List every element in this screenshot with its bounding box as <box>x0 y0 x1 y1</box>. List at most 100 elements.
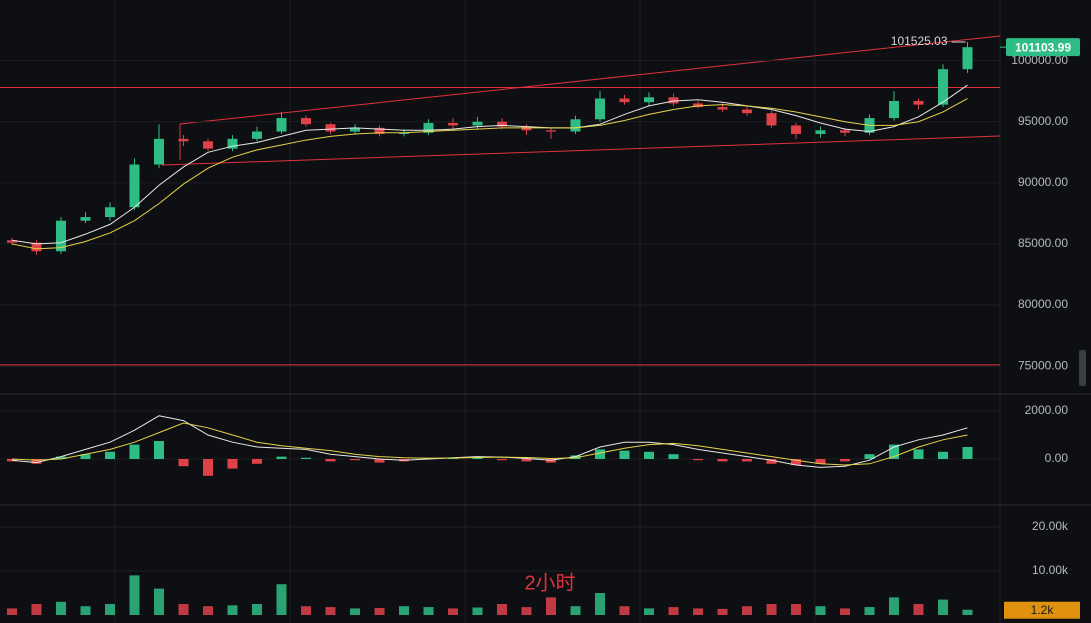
candle-body <box>913 100 924 105</box>
candle-body <box>840 130 850 133</box>
volume-bar <box>815 606 826 615</box>
volume-bar <box>644 608 654 615</box>
volume-bar <box>129 575 140 615</box>
macd-bar <box>31 458 42 464</box>
volume-bar <box>227 605 238 615</box>
volume-bar <box>374 607 385 615</box>
candle-body <box>252 131 262 139</box>
macd-bar <box>276 456 287 459</box>
candle-body <box>374 127 385 134</box>
candle-body <box>276 118 287 132</box>
candle-body <box>31 242 42 252</box>
candle-body <box>7 240 17 243</box>
macd-bar <box>766 458 777 464</box>
volume-bar <box>31 604 42 615</box>
volume-bar <box>913 604 924 615</box>
volume-bar <box>717 608 728 615</box>
volume-bar <box>105 604 115 615</box>
price-tag-label: 101103.99 <box>1015 40 1071 54</box>
indicator-line <box>11 84 968 245</box>
candle-body <box>668 97 679 104</box>
trend-line <box>179 35 1001 125</box>
macd-bar <box>791 458 801 465</box>
macd-bar <box>864 454 875 459</box>
candle-body <box>497 121 507 127</box>
macd-bar <box>742 458 752 462</box>
volume-bar <box>178 604 189 615</box>
macd-bar <box>227 458 238 469</box>
volume-bar <box>595 593 605 615</box>
macd-bar <box>80 454 91 459</box>
vertical-grid <box>114 0 816 623</box>
volume-tag <box>1004 601 1080 619</box>
y-tick-label: 10.00k <box>1032 563 1069 577</box>
macd-bar <box>178 458 189 467</box>
volume-bar <box>497 604 507 615</box>
scroll-handle[interactable] <box>1079 350 1086 386</box>
volume-bar <box>301 606 311 615</box>
macd-bar <box>129 444 140 459</box>
trend-line <box>161 135 1001 166</box>
candle-body <box>423 122 434 133</box>
volume-bar <box>448 608 458 615</box>
candle-body <box>129 164 140 208</box>
candle-body <box>717 107 728 110</box>
candle-body <box>938 69 948 105</box>
high-marker-label: 101525.03 <box>891 34 948 48</box>
candle-body <box>227 138 238 149</box>
macd-bar <box>546 458 556 463</box>
macd-bar <box>889 444 899 459</box>
candle-body <box>301 118 311 125</box>
volume-bar <box>56 601 66 615</box>
macd-bar <box>962 447 973 459</box>
macd-bar <box>154 441 164 459</box>
macd-bar <box>938 451 948 459</box>
y-tick-label: 100000.00 <box>1011 53 1068 67</box>
candle-body <box>56 220 66 252</box>
macd-bar <box>56 456 66 459</box>
macd-bar <box>203 458 213 476</box>
candle-body <box>80 217 91 221</box>
y-tick-label: 90000.00 <box>1018 175 1068 189</box>
macd-bar <box>840 458 850 462</box>
volume-bar <box>154 588 164 615</box>
candle-body <box>595 98 605 120</box>
macd-bar <box>325 458 336 462</box>
volume-bar <box>252 604 262 615</box>
y-tick-label: 85000.00 <box>1018 236 1068 250</box>
price-tag <box>1006 38 1080 57</box>
macd-bar <box>252 458 262 464</box>
candle-body <box>350 127 360 132</box>
macd-bar <box>693 458 703 461</box>
y-tick-label: 80000.00 <box>1018 297 1068 311</box>
volume-bar <box>791 604 801 615</box>
volume-bar <box>203 606 213 615</box>
macd-bar <box>668 454 679 459</box>
macd-bar <box>105 451 115 459</box>
volume-bar <box>570 606 581 615</box>
volume-bar <box>766 604 777 615</box>
volume-bar <box>693 608 703 615</box>
indicator-line <box>11 98 968 250</box>
candle-body <box>791 125 801 134</box>
candle-body <box>889 100 899 119</box>
candle-body <box>570 119 581 132</box>
y-tick-label: 95000.00 <box>1018 114 1068 128</box>
macd-bar <box>815 458 826 464</box>
candle-body <box>742 109 752 114</box>
macd-bar <box>619 450 630 459</box>
volume-bar <box>619 606 630 615</box>
y-tick-label: 0.00 <box>1045 451 1069 465</box>
volume-bar <box>276 584 287 615</box>
candle-body <box>105 207 115 218</box>
candle-body <box>644 97 654 103</box>
macd-bar <box>497 458 507 461</box>
candle-body <box>766 113 777 126</box>
macd-bar <box>374 458 385 463</box>
candle-body <box>154 138 164 165</box>
volume-bar <box>889 597 899 615</box>
volume-bar <box>350 608 360 615</box>
